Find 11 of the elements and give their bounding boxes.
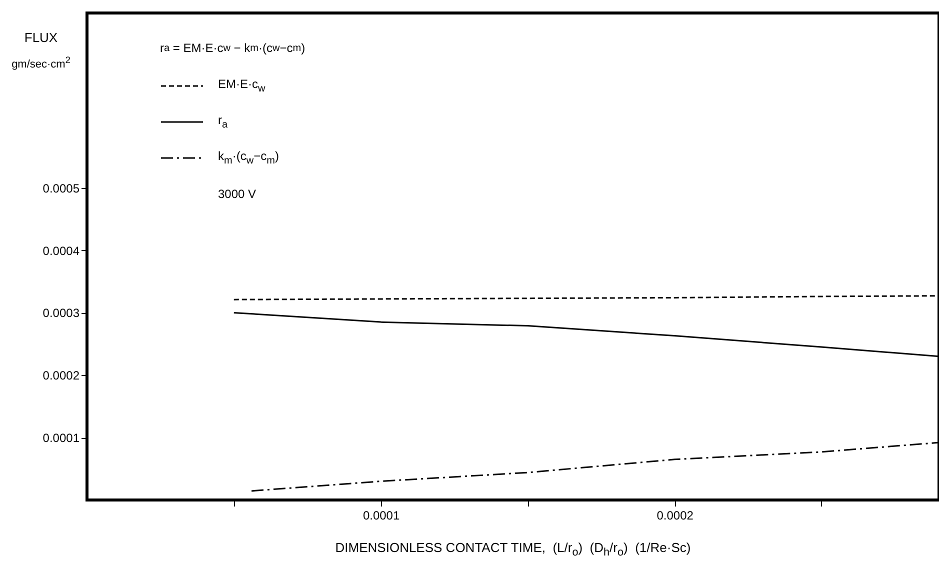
annotation: 3000 V — [217, 186, 258, 203]
y-tick-label: 0.0002 — [42, 368, 80, 383]
y-tick-label: 0.0001 — [42, 431, 80, 446]
y-axis-title: FLUX gm/sec·cm$^{2}$ — [10, 30, 72, 71]
legend-label: k$_{m}$·(c$_{w}$−c$_{m}$) — [218, 149, 279, 167]
legend-label: r$_{a}$ — [218, 113, 228, 131]
x-axis-title: DIMENSIONLESS CONTACT TIME, (L/r$_{o}$) (D$_{h}$/r$_{o}$) (1/Re·Sc) — [334, 540, 692, 559]
y-tick-label: 0.0003 — [42, 306, 80, 320]
y-tick-label: 0.0005 — [42, 181, 80, 196]
y-tick-label: 0.0004 — [42, 244, 80, 258]
legend-label: EM·E·c$_{w}$ — [218, 77, 266, 95]
